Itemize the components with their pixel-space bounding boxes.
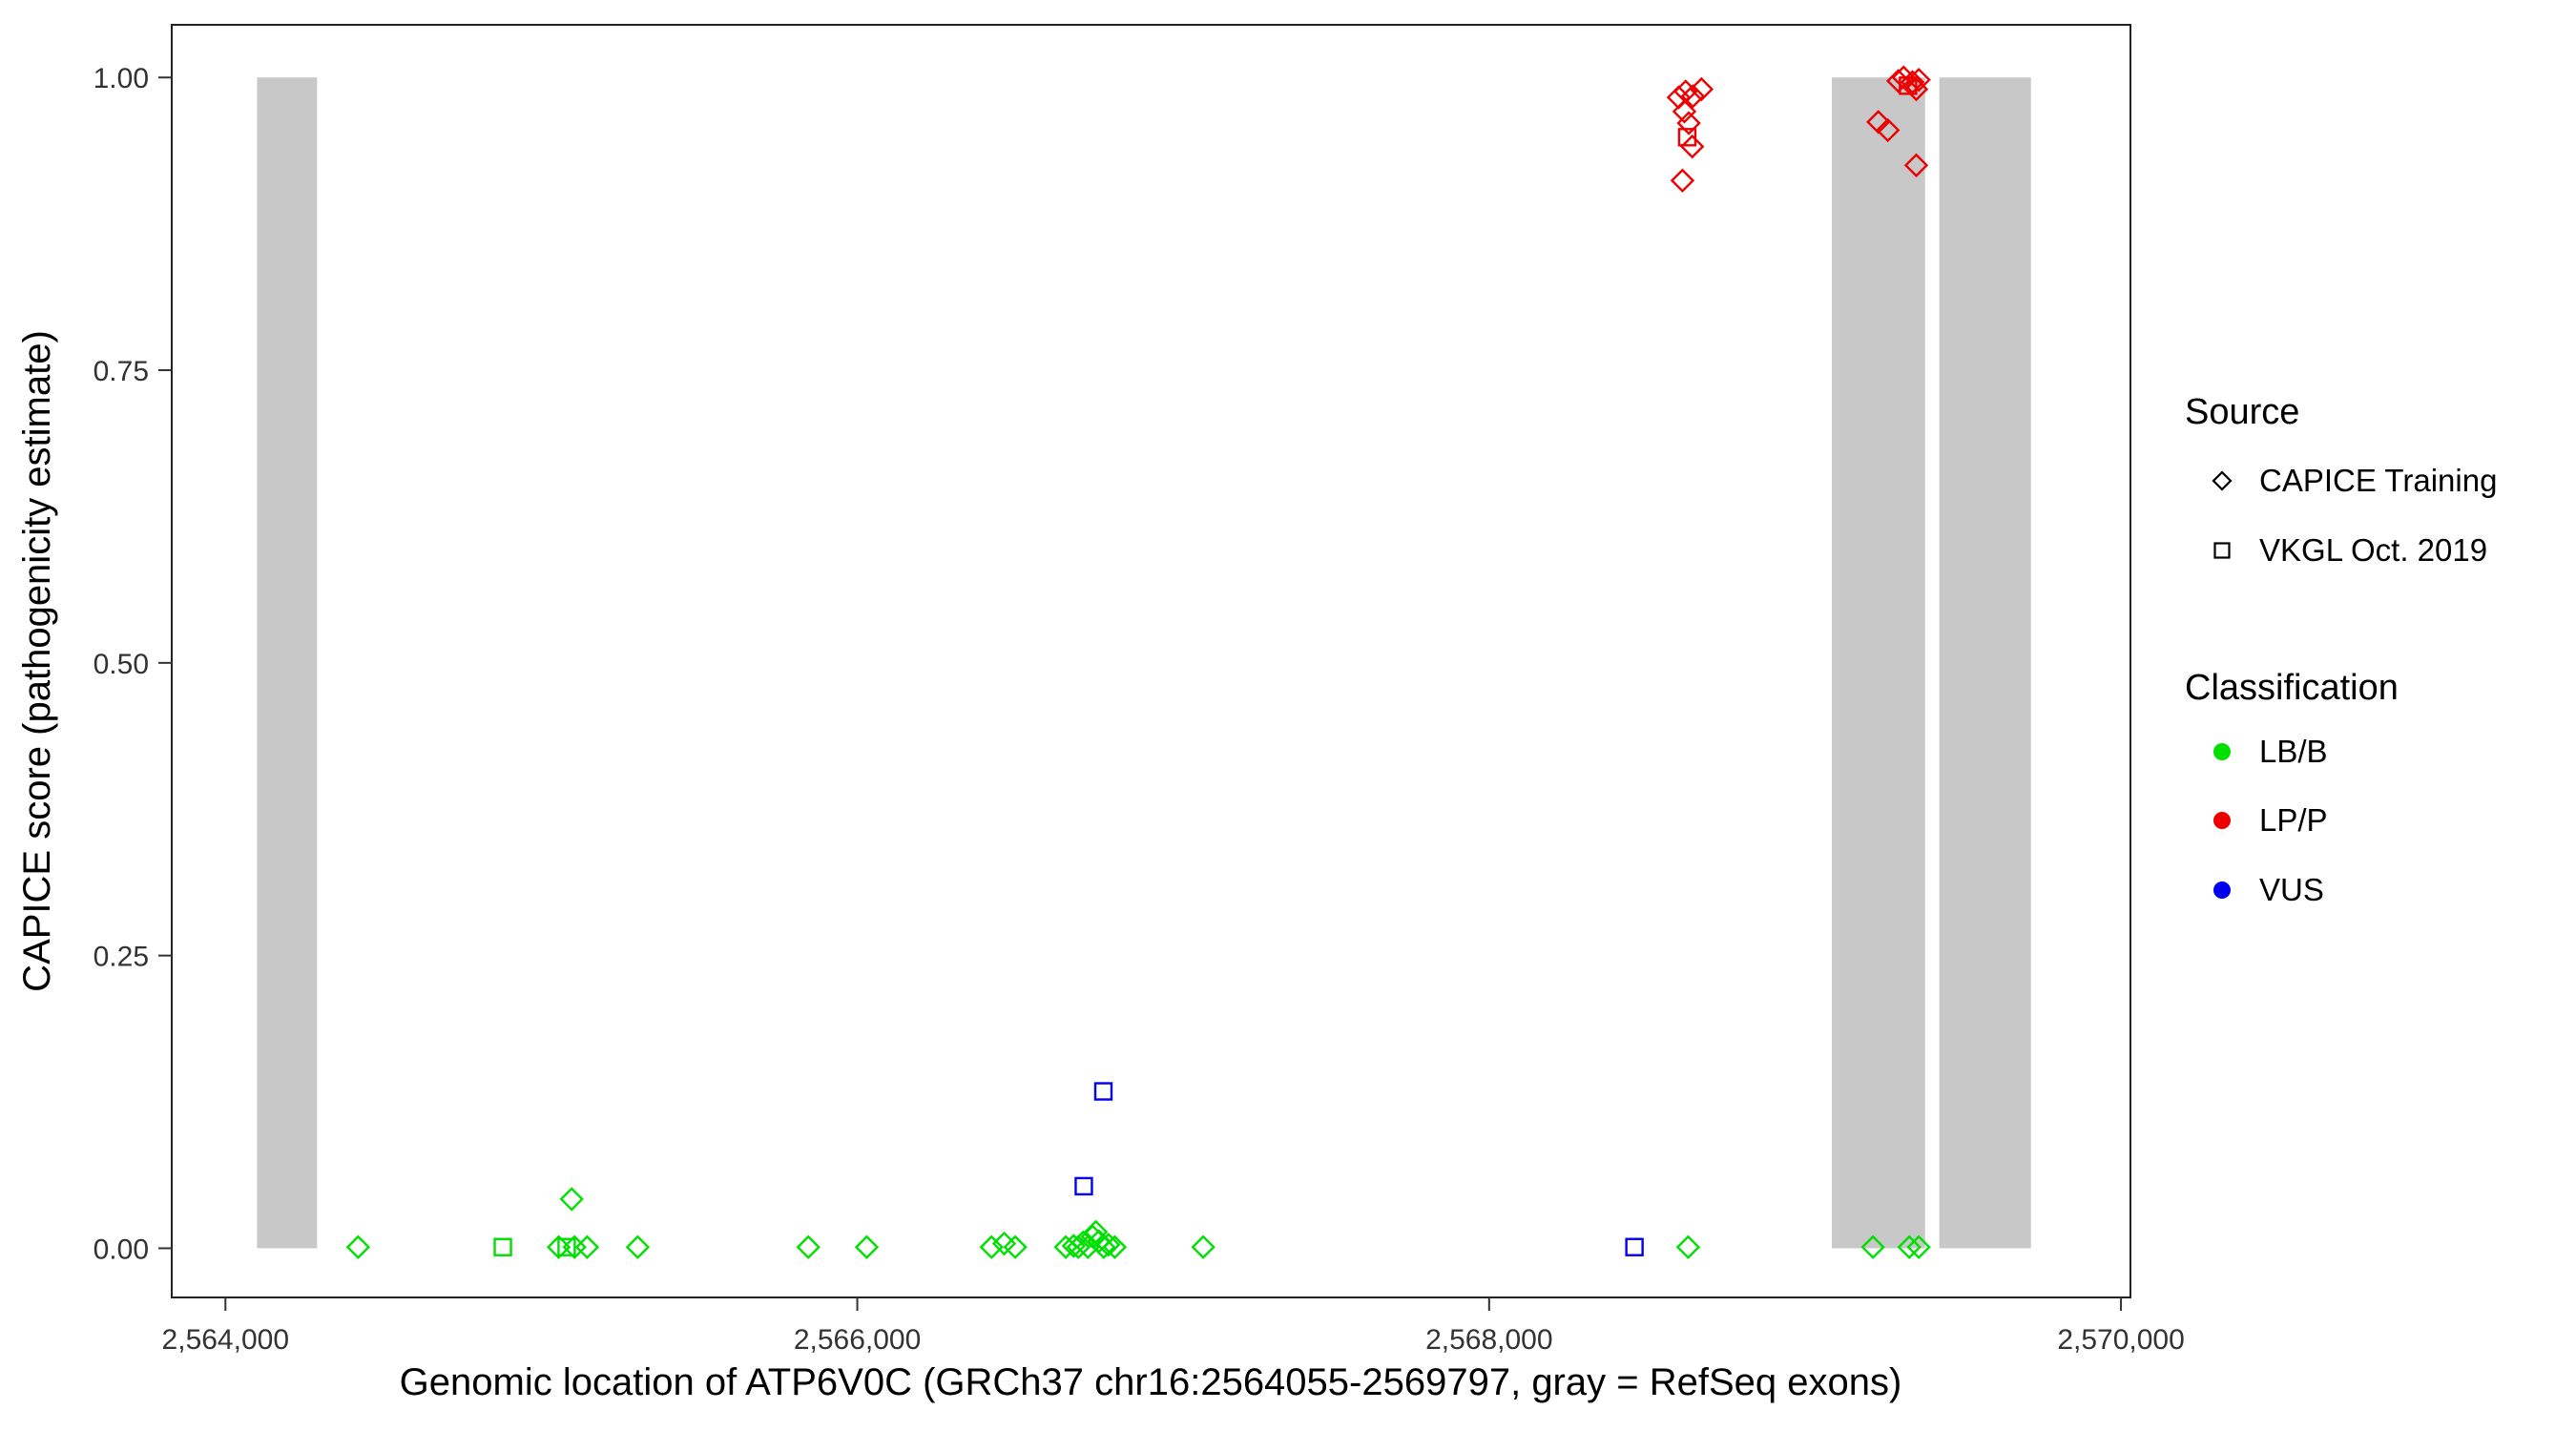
data-point-diamond — [1670, 168, 1695, 193]
legend-item-capice-training: CAPICE Training — [2259, 463, 2497, 498]
y-axis-title: CAPICE score (pathogenicity estimate) — [16, 330, 58, 992]
y-tick-label: 0.75 — [93, 356, 149, 387]
data-point-diamond — [1096, 1233, 1121, 1257]
data-point-diamond — [559, 1187, 584, 1212]
data-point-diamond — [1906, 1234, 1931, 1259]
data-point-square — [557, 1237, 576, 1256]
data-point-square — [1074, 1176, 1093, 1196]
square-legend-icon — [2213, 542, 2231, 559]
data-point-diamond — [1906, 67, 1931, 93]
y-axis: 0.00 0.25 0.50 0.75 1.00 — [93, 63, 172, 1265]
data-point-diamond — [796, 1234, 821, 1259]
data-point-square — [493, 1237, 512, 1256]
data-point-diamond — [1875, 117, 1901, 143]
legend-item-lbb: LB/B — [2259, 734, 2328, 769]
x-tick-label: 2,564,000 — [162, 1324, 289, 1356]
lpp-legend-dot-icon — [2213, 812, 2231, 829]
data-point-diamond — [1666, 85, 1692, 110]
x-axis: 2,564,000 2,566,000 2,568,000 2,570,000 — [162, 1297, 2185, 1356]
data-point-diamond — [574, 1234, 600, 1259]
data-point-diamond — [1066, 1234, 1091, 1259]
lbb-legend-dot-icon — [2213, 743, 2231, 760]
data-point-diamond — [1680, 84, 1706, 109]
refseq-exon-bar — [1939, 77, 2031, 1249]
data-point-diamond — [1083, 1219, 1109, 1244]
data-point-square — [1093, 1082, 1113, 1101]
data-point-diamond — [1903, 153, 1929, 177]
x-tick-label: 2,568,000 — [1425, 1324, 1552, 1356]
diamond-legend-icon — [2212, 470, 2233, 491]
data-point-diamond — [1091, 1234, 1116, 1259]
refseq-exons-layer — [257, 77, 2031, 1249]
y-tick-label: 0.00 — [93, 1234, 149, 1265]
x-tick-label: 2,566,000 — [794, 1324, 921, 1356]
data-point-diamond — [1672, 99, 1697, 124]
legend-classification-title: Classification — [2185, 668, 2399, 708]
data-point-diamond — [625, 1234, 651, 1259]
plot-panel-border — [171, 24, 2131, 1298]
data-point-square — [1677, 128, 1697, 147]
data-point-diamond — [1102, 1234, 1128, 1259]
data-point-diamond — [1900, 70, 1925, 94]
data-points-layer — [345, 65, 1931, 1259]
data-point-diamond — [979, 1234, 1004, 1259]
legend-source-title: Source — [2185, 392, 2299, 432]
y-tick-label: 1.00 — [93, 63, 149, 94]
data-point-diamond — [1676, 111, 1701, 135]
refseq-exon-bar — [1832, 77, 1925, 1249]
refseq-exon-bar — [257, 77, 318, 1249]
legend-item-lpp: LP/P — [2259, 802, 2328, 838]
data-point-diamond — [1860, 1234, 1885, 1259]
x-axis-title: Genomic location of ATP6V0C (GRCh37 chr1… — [400, 1361, 1902, 1403]
data-point-diamond — [1003, 1234, 1028, 1259]
y-tick-label: 0.25 — [93, 942, 149, 973]
legend: Source CAPICE Training VKGL Oct. 2019 Cl… — [2185, 392, 2497, 907]
legend-item-vkgl: VKGL Oct. 2019 — [2259, 532, 2487, 568]
x-tick-label: 2,570,000 — [2057, 1324, 2184, 1356]
vus-legend-dot-icon — [2213, 881, 2231, 899]
data-point-diamond — [546, 1234, 571, 1259]
data-point-diamond — [1897, 1234, 1922, 1259]
data-point-diamond — [1191, 1234, 1215, 1259]
data-point-diamond — [1680, 134, 1705, 159]
y-tick-label: 0.50 — [93, 649, 149, 680]
legend-item-vus: VUS — [2259, 872, 2324, 907]
data-point-diamond — [1675, 1234, 1701, 1259]
data-point-diamond — [854, 1234, 880, 1259]
data-point-diamond — [345, 1234, 371, 1259]
data-point-diamond — [1689, 76, 1714, 102]
data-point-square — [1625, 1237, 1644, 1256]
